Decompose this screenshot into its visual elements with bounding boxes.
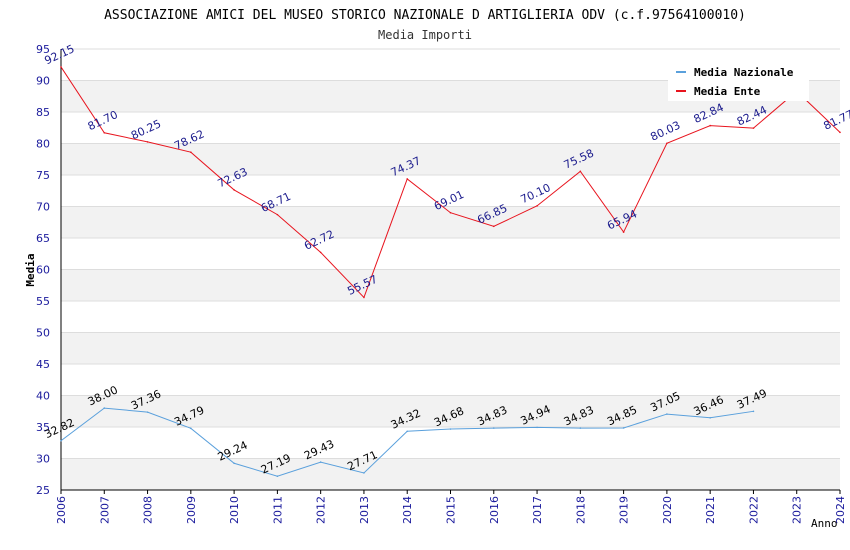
x-tick-label: 2017 <box>531 496 544 524</box>
grid-band <box>61 143 840 175</box>
series-layer <box>60 66 841 478</box>
x-tick-label: 2010 <box>228 496 241 524</box>
data-point <box>579 427 582 429</box>
data-point <box>319 461 322 463</box>
data-point <box>709 124 711 127</box>
data-point <box>233 189 235 191</box>
x-tick-label: 2016 <box>488 496 501 524</box>
data-point <box>579 170 582 173</box>
grid-band <box>61 332 840 364</box>
data-point <box>492 427 495 429</box>
data-point <box>60 439 62 442</box>
y-tick-label: 25 <box>36 484 50 497</box>
y-tick-label: 50 <box>36 327 50 340</box>
data-point <box>103 407 106 409</box>
y-tick-label: 60 <box>36 264 50 277</box>
data-point <box>146 141 149 143</box>
data-point <box>363 296 365 299</box>
data-point <box>319 251 322 254</box>
x-tick-label: 2020 <box>661 496 674 524</box>
y-tick-label: 95 <box>36 43 50 56</box>
x-tick-label: 2011 <box>271 496 284 524</box>
y-tick-label: 55 <box>36 295 50 308</box>
x-tick-label: 2023 <box>791 496 804 524</box>
x-tick-label: 2006 <box>55 496 68 524</box>
data-point <box>536 205 538 207</box>
data-point <box>536 426 538 429</box>
x-tick-label: 2009 <box>185 496 198 524</box>
data-point <box>60 66 62 68</box>
y-tick-label: 35 <box>36 421 50 434</box>
x-tick-label: 2012 <box>315 496 328 524</box>
y-tick-label: 65 <box>36 232 50 245</box>
legend-box <box>668 59 809 101</box>
plot-background <box>61 48 840 491</box>
data-point <box>406 430 409 433</box>
x-tick-label: 2008 <box>142 496 155 524</box>
data-point <box>146 411 149 413</box>
data-point <box>449 211 452 214</box>
y-tick-label: 30 <box>36 453 50 466</box>
data-point <box>190 151 192 153</box>
x-tick-label: 2013 <box>358 496 371 524</box>
legend-label: Media Nazionale <box>694 66 794 79</box>
data-point <box>406 178 409 180</box>
data-point <box>103 131 106 134</box>
x-tick-label: 2024 <box>834 496 847 524</box>
data-point <box>190 427 192 430</box>
grid-band <box>61 458 840 490</box>
legend: Media Nazionale Media Ente <box>668 59 809 101</box>
axes: 25 30 35 40 45 50 55 60 65 70 75 80 85 90 95 2006 2007 20… <box>36 43 847 524</box>
x-tick-label: 2014 <box>401 496 414 524</box>
data-point <box>622 231 625 233</box>
data-point <box>752 410 755 413</box>
data-point <box>666 142 668 145</box>
chart-subtitle: Media Importi <box>378 28 472 42</box>
data-point <box>492 225 495 228</box>
y-tick-label: 80 <box>36 138 50 151</box>
data-point <box>363 472 365 474</box>
data-point <box>622 427 625 429</box>
y-axis-label: Media <box>24 253 37 286</box>
x-tick-label: 2022 <box>747 496 760 524</box>
chart-title: ASSOCIAZIONE AMICI DEL MUSEO STORICO NAZ… <box>104 8 746 23</box>
data-point <box>709 417 711 419</box>
x-tick-label: 2015 <box>445 496 458 524</box>
y-tick-label: 45 <box>36 358 50 371</box>
grid-band <box>61 269 840 301</box>
data-point <box>666 413 668 415</box>
x-tick-label: 2007 <box>98 496 111 524</box>
data-point <box>276 213 279 216</box>
data-point <box>449 428 452 430</box>
y-tick-label: 70 <box>36 201 50 214</box>
x-tick-label: 2021 <box>704 496 717 524</box>
y-tick-label: 90 <box>36 75 50 88</box>
data-point <box>276 475 279 478</box>
legend-label: Media Ente <box>694 85 761 98</box>
data-point <box>752 127 755 129</box>
data-point <box>839 131 841 134</box>
x-axis-label: Anno <box>811 517 838 530</box>
grid-band <box>61 206 840 238</box>
grid-band <box>61 395 840 427</box>
y-tick-label: 40 <box>36 390 50 403</box>
x-tick-label: 2018 <box>574 496 587 524</box>
data-point <box>233 462 235 465</box>
x-tick-label: 2019 <box>618 496 631 524</box>
y-tick-label: 75 <box>36 169 50 182</box>
y-tick-label: 85 <box>36 106 50 119</box>
